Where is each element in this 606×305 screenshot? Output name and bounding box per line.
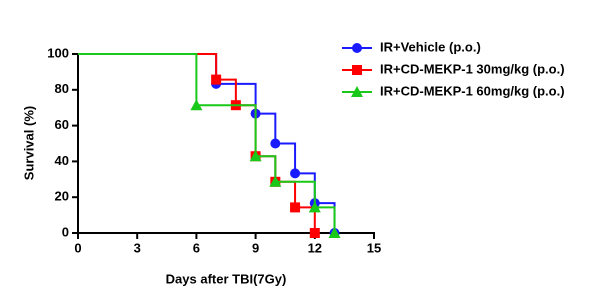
y-tick-label: 20 — [55, 189, 69, 204]
legend-marker — [352, 43, 362, 53]
marker — [328, 227, 341, 238]
y-tick-label: 40 — [55, 153, 69, 168]
legend-label: IR+Vehicle (p.o.) — [380, 39, 481, 54]
marker — [269, 175, 282, 187]
x-tick-label: 15 — [367, 240, 381, 255]
y-axis-label: Survival (%) — [21, 106, 36, 180]
marker — [249, 150, 262, 162]
legend-marker — [351, 86, 363, 97]
survival-line — [78, 53, 336, 233]
marker — [290, 168, 301, 179]
y-tick-label: 100 — [47, 45, 69, 60]
y-tick-label: 0 — [62, 224, 69, 239]
marker — [290, 202, 301, 213]
marker — [309, 228, 320, 238]
x-tick-label: 9 — [252, 240, 259, 255]
y-tick-label: 60 — [55, 117, 69, 132]
x-tick-label: 6 — [193, 240, 200, 255]
y-tick-label: 80 — [55, 81, 69, 96]
marker — [308, 201, 321, 213]
marker — [211, 74, 222, 85]
x-tick-label: 12 — [308, 240, 322, 255]
legend-marker — [352, 65, 362, 75]
marker — [270, 138, 281, 149]
legend-label: IR+CD-MEKP-1 30mg/kg (p.o.) — [380, 61, 565, 76]
marker — [190, 99, 203, 111]
x-tick-label: 0 — [74, 240, 81, 255]
x-tick-label: 3 — [134, 240, 141, 255]
legend-label: IR+CD-MEKP-1 60mg/kg (p.o.) — [380, 83, 565, 98]
x-axis-label: Days after TBI(7Gy) — [166, 271, 287, 286]
